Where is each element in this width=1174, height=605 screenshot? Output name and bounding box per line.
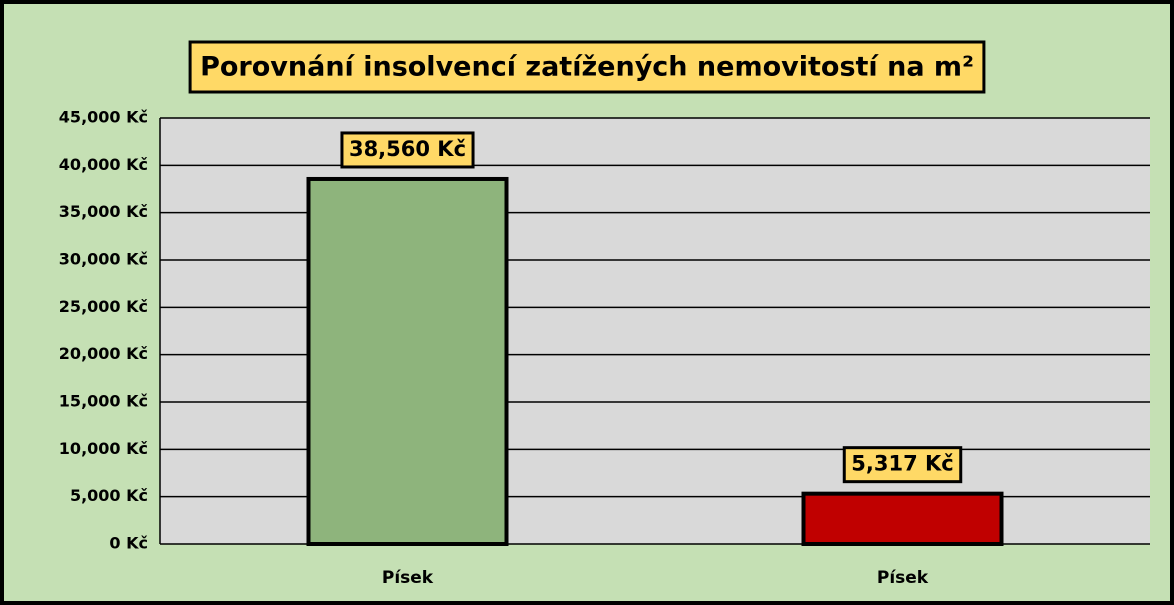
y-tick-label: 0 Kč <box>109 534 148 553</box>
value-label-box <box>340 131 475 169</box>
y-tick-label: 30,000 Kč <box>59 250 148 269</box>
value-label-box <box>842 446 963 484</box>
title-box <box>188 40 986 94</box>
value-label: 38,560 Kč <box>349 137 466 161</box>
x-tick-label: Písek <box>877 568 929 588</box>
y-tick-label: 20,000 Kč <box>59 344 148 363</box>
y-tick-label: 5,000 Kč <box>70 486 148 505</box>
y-tick-label: 40,000 Kč <box>59 155 148 174</box>
chart-title: Porovnání insolvencí zatížených nemovito… <box>200 52 974 83</box>
bar <box>306 176 509 546</box>
y-tick-label: 25,000 Kč <box>59 297 148 316</box>
y-tick-label: 45,000 Kč <box>59 108 148 127</box>
y-tick-label: 35,000 Kč <box>59 202 148 221</box>
value-label: 5,317 Kč <box>851 452 953 476</box>
y-tick-label: 10,000 Kč <box>59 439 148 458</box>
bar <box>801 491 1004 547</box>
x-tick-label: Písek <box>382 568 434 588</box>
y-tick-label: 15,000 Kč <box>59 392 148 411</box>
